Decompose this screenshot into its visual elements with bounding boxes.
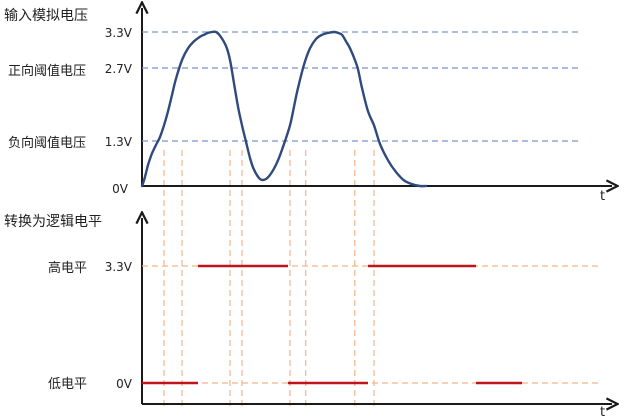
logic-output bbox=[142, 264, 522, 385]
tick-high: 3.3V bbox=[105, 260, 133, 274]
top-ylabel: 输入模拟电压 bbox=[4, 8, 88, 24]
top-xlabel: t bbox=[600, 189, 605, 204]
analog-waveform bbox=[140, 30, 428, 188]
tick-low: 0V bbox=[116, 377, 133, 391]
bottom-xlabel: t bbox=[600, 405, 605, 420]
tick-0v: 0V bbox=[112, 182, 129, 196]
low-level-label: 低电平 bbox=[48, 377, 87, 392]
bottom-ylabel: 转换为逻辑电平 bbox=[4, 213, 102, 230]
high-level-label: 高电平 bbox=[48, 260, 87, 276]
tick-33v: 3.3V bbox=[105, 26, 133, 40]
tick-27v: 2.7V bbox=[105, 62, 133, 76]
negative-threshold-label: 负向阈值电压 bbox=[8, 135, 86, 151]
top-plot: 输入模拟电压 t 3.3V 2.7V 1.3V 0V 正向阈值电压 负向阈值电压 bbox=[4, 8, 612, 204]
tick-13v: 1.3V bbox=[105, 135, 133, 149]
positive-threshold-label: 正向阈值电压 bbox=[8, 63, 86, 79]
crossing-guide-lines bbox=[163, 150, 375, 410]
bottom-plot: 转换为逻辑电平 t 3.3V 0V 高电平 低电平 bbox=[4, 213, 612, 420]
